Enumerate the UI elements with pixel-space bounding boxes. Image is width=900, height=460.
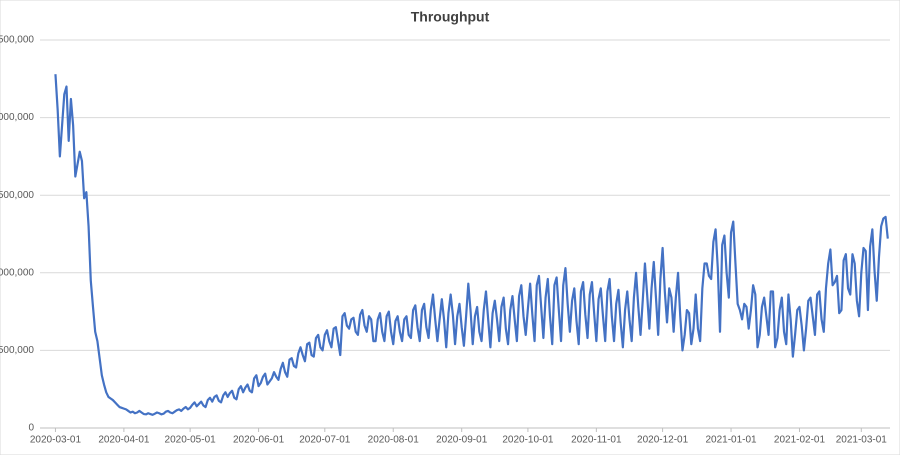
x-tick-label: 2021-01-01 [705,435,757,446]
x-tick-label: 2020-09-01 [436,435,488,446]
y-tick-label: 1,000,000 [0,267,34,278]
y-tick-label: 2,500,000 [0,35,34,46]
x-tick-label: 2021-02-01 [774,435,826,446]
x-tick-label: 2020-06-01 [233,435,285,446]
x-tick-label: 2020-05-01 [165,435,217,446]
x-tick-label: 2020-08-01 [368,435,420,446]
x-tick-label: 2020-07-01 [299,435,351,446]
y-tick-label: 2,000,000 [0,112,34,123]
x-tick-label: 2020-11-01 [571,435,622,446]
x-tick-label: 2020-10-01 [502,435,554,446]
data-line [54,74,889,416]
y-tick-label: 1,500,000 [0,190,34,201]
y-tick-label: 0 [28,423,34,434]
x-tick-label: 2020-03-01 [30,435,82,446]
y-tick-label: 500,000 [0,345,34,356]
chart-title: Throughput [411,9,490,25]
x-tick-label: 2020-12-01 [637,435,689,446]
x-tick-label: 2021-03-01 [836,435,888,446]
x-tick-label: 2020-04-01 [98,435,150,446]
